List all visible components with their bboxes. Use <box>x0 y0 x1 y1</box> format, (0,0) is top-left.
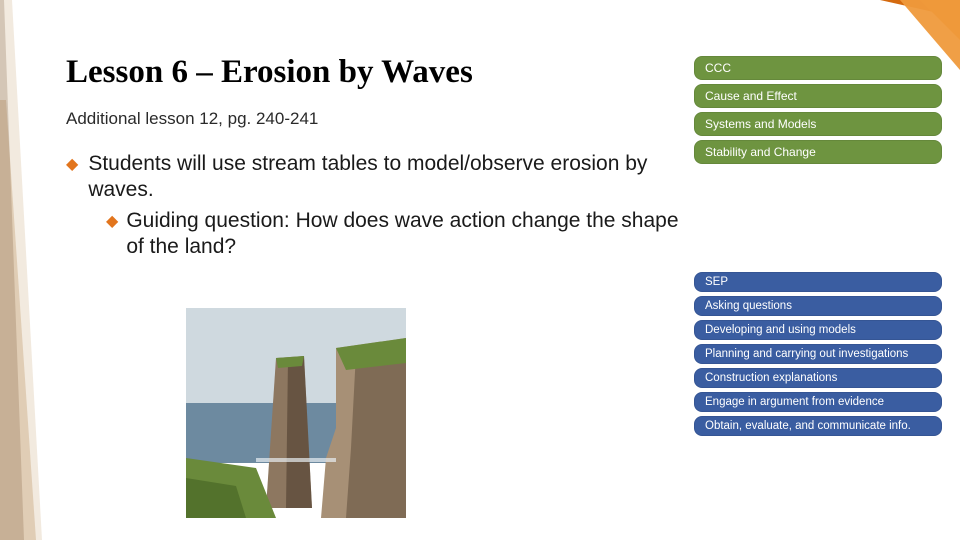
ccc-group: CCC Cause and Effect Systems and Models … <box>694 56 954 168</box>
sep-item: Obtain, evaluate, and communicate info. <box>694 416 942 436</box>
ccc-header: CCC <box>694 56 942 80</box>
sep-item: Developing and using models <box>694 320 942 340</box>
ccc-item: Cause and Effect <box>694 84 942 108</box>
sep-item: Asking questions <box>694 296 942 316</box>
lesson-title: Lesson 6 – Erosion by Waves <box>66 54 680 91</box>
ccc-item: Systems and Models <box>694 112 942 136</box>
erosion-photo <box>186 308 406 518</box>
ccc-item: Stability and Change <box>694 140 942 164</box>
bullet-2: ◆ Guiding question: How does wave action… <box>106 208 680 261</box>
bullet-icon: ◆ <box>66 155 78 204</box>
bullet-1: ◆ Students will use stream tables to mod… <box>66 151 680 204</box>
sep-item: Construction explanations <box>694 368 942 388</box>
main-content: Lesson 6 – Erosion by Waves Additional l… <box>0 0 680 260</box>
bullet-2-text: Guiding question: How does wave action c… <box>126 208 680 261</box>
lesson-subtitle: Additional lesson 12, pg. 240-241 <box>66 109 680 129</box>
sep-group: SEP Asking questions Developing and usin… <box>694 272 954 440</box>
bullet-list: ◆ Students will use stream tables to mod… <box>66 151 680 260</box>
sep-item: Planning and carrying out investigations <box>694 344 942 364</box>
bullet-icon: ◆ <box>106 212 118 261</box>
bullet-1-text: Students will use stream tables to model… <box>88 151 680 204</box>
sep-item: Engage in argument from evidence <box>694 392 942 412</box>
sep-header: SEP <box>694 272 942 292</box>
